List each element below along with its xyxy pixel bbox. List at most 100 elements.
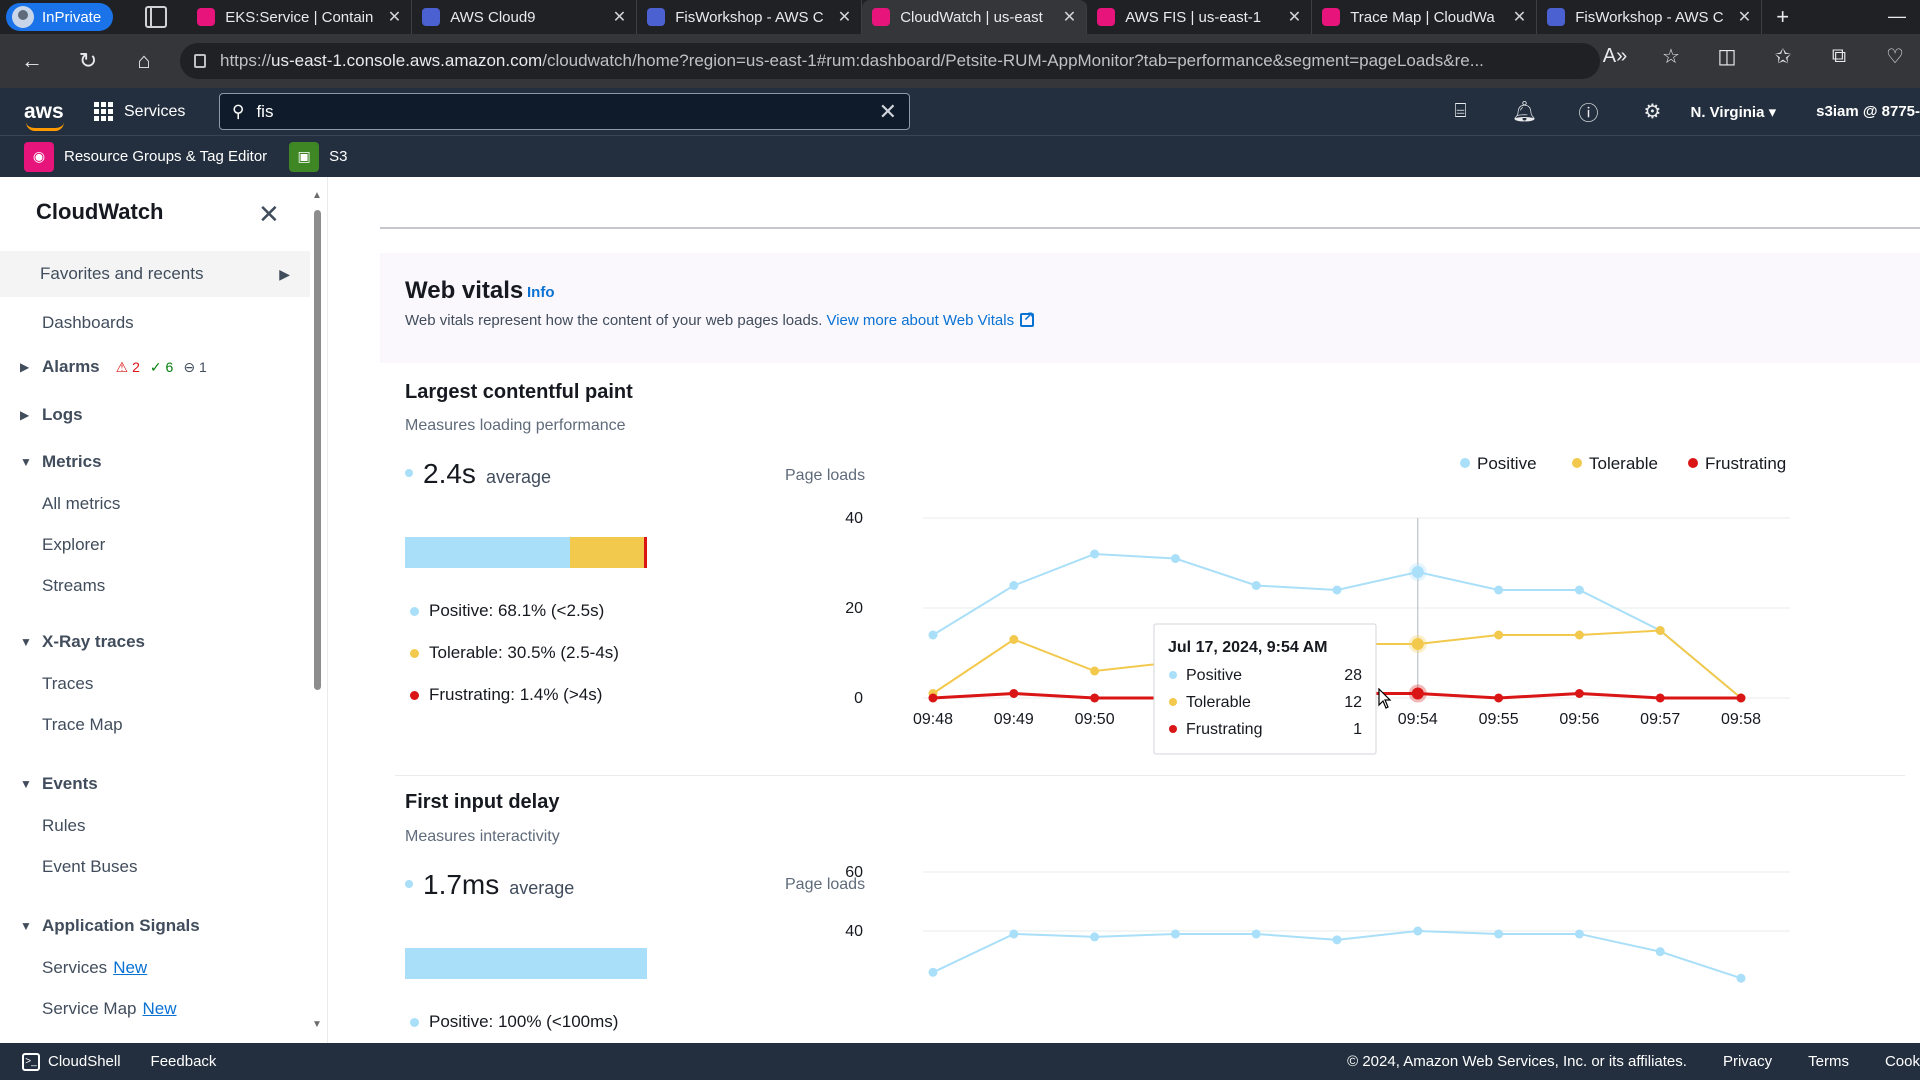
back-icon[interactable]: ← [21,48,43,73]
nav-alarms[interactable]: ▶ Alarms ⚠ 2 ✓ 6 ⊖ 1 [20,357,207,377]
settings-gear-icon[interactable]: ⚙ [1643,101,1662,123]
favorite-star-icon[interactable]: ☆ [1662,45,1680,68]
fid-subtitle: Measures interactivity [405,828,560,845]
scroll-down-icon[interactable]: ▼ [312,1019,322,1030]
info-link[interactable]: Info [527,284,555,301]
favorites-and-recents[interactable]: Favorites and recents ▶ [0,251,310,297]
lcp-distribution-bar [405,537,647,568]
scrollbar-thumb[interactable] [314,210,321,690]
cloud9-favicon-icon [1547,8,1566,26]
nav-rules[interactable]: Rules [42,816,86,835]
nav-logs-label: Logs [42,405,83,424]
distribution-segment-0 [405,537,570,568]
services-label: Services [124,102,186,120]
lock-icon[interactable] [194,54,206,68]
close-tab-icon[interactable]: ✕ [1287,9,1302,26]
notifications-bell-icon[interactable]: 🔔︎ [1511,101,1538,123]
close-tab-icon[interactable]: ✕ [612,9,627,26]
fid-average-label: average [509,878,575,898]
nav-logs[interactable]: ▶ Logs [20,405,83,425]
feedback-link[interactable]: Feedback [150,1053,217,1070]
data-point-positive [1655,947,1665,957]
services-menu-button[interactable]: Services [94,101,186,122]
fid-title: First input delay [405,791,560,813]
data-point-positive [1009,929,1019,939]
address-bar[interactable]: https://us-east-1.console.aws.amazon.com… [180,43,1600,79]
terms-link[interactable]: Terms [1808,1053,1849,1070]
nav-all-metrics[interactable]: All metrics [42,494,121,513]
side-nav-scrollbar[interactable]: ▲ ▼ [312,190,322,1030]
cookie-preferences-link[interactable]: Cook [1884,1053,1920,1070]
browser-tab[interactable]: FisWorkshop - AWS C ✕ [1537,0,1763,34]
nav-metrics[interactable]: ▼ Metrics [20,452,102,472]
close-tab-icon[interactable]: ✕ [837,9,852,26]
minimize-window-icon[interactable]: — [1888,6,1906,26]
scroll-up-icon[interactable]: ▲ [312,190,322,201]
split-screen-icon[interactable]: ◫ [1717,45,1737,68]
privacy-link[interactable]: Privacy [1722,1053,1773,1070]
favorite-resource-groups[interactable]: ◉ Resource Groups & Tag Editor [24,141,267,172]
reload-icon[interactable]: ↻ [78,48,98,73]
read-aloud-icon[interactable]: A» [1602,44,1628,67]
tab-title: CloudWatch | us-east [900,8,1043,26]
browser-tab[interactable]: FisWorkshop - AWS C ✕ [637,0,863,34]
new-badge[interactable]: New [142,999,177,1018]
inprivate-badge[interactable]: InPrivate [6,3,114,31]
close-tab-icon[interactable]: ✕ [1737,9,1752,26]
home-icon[interactable]: ⌂ [137,48,151,73]
nav-services[interactable]: Services New [42,958,147,978]
nav-traces[interactable]: Traces [42,674,94,693]
nav-service-map[interactable]: Service Map New [42,999,177,1019]
collections-icon[interactable]: ⧉ [1831,44,1847,67]
data-point-positive [1494,585,1504,595]
aws-logo[interactable]: aws [24,100,68,131]
lcp-tolerable-label: Tolerable: 30.5% (2.5-4s) [429,643,619,662]
nav-explorer[interactable]: Explorer [42,535,106,554]
close-tab-icon[interactable]: ✕ [387,9,402,26]
data-point-tolerable [1009,635,1019,644]
cloudshell-button[interactable]: >_ CloudShell [22,1052,121,1071]
legend-dot-positive [1460,458,1470,468]
account-menu[interactable]: s3iam @ 8775- [1816,103,1920,120]
browser-tab[interactable]: AWS FIS | us-east-1 ✕ [1087,0,1313,34]
nav-events[interactable]: ▼ Events [20,774,98,794]
nav-application-signals-label: Application Signals [42,916,200,935]
console-search-input[interactable]: ⚲ fis ✕ [219,93,910,130]
tab-list: EKS:Service | Contain ✕ AWS Cloud9 ✕ FisWork… [187,0,1763,34]
web-vitals-learn-more-link[interactable]: View more about Web Vitals [826,309,1035,329]
positive-dot [410,606,419,616]
y-tick-label: 20 [845,600,863,617]
favorites-icon[interactable]: ✩ [1774,45,1792,68]
close-tab-icon[interactable]: ✕ [1062,9,1077,26]
extensions-icon[interactable]: ♡ [1886,45,1904,68]
new-tab-button[interactable]: + [1776,4,1790,29]
nav-streams[interactable]: Streams [42,576,106,595]
nav-service-map-label: Service Map [42,999,137,1018]
data-point-frustrating [1736,693,1746,703]
region-selector[interactable]: N. Virginia ▾ [1691,103,1777,121]
lcp-title: Largest contentful paint [405,381,633,403]
data-point-frustrating [1655,693,1665,703]
browser-tab[interactable]: Trace Map | CloudWa ✕ [1312,0,1538,34]
cloudshell-icon[interactable]: ⌸ [1454,100,1467,122]
browser-tab[interactable]: AWS Cloud9 ✕ [412,0,638,34]
favorite-s3[interactable]: ▣ S3 [289,141,348,172]
browser-tab[interactable]: EKS:Service | Contain ✕ [187,0,413,34]
tab-actions-icon[interactable] [145,6,168,28]
nav-trace-map[interactable]: Trace Map [42,715,123,734]
nav-application-signals[interactable]: ▼ Application Signals [20,916,200,936]
collapse-caret-icon: ▼ [20,635,32,649]
close-nav-icon[interactable]: ✕ [258,199,280,229]
clear-search-icon[interactable]: ✕ [878,98,897,124]
nav-xray[interactable]: ▼ X-Ray traces [20,632,145,652]
browser-tab[interactable]: CloudWatch | us-east ✕ [862,0,1088,34]
nav-event-buses[interactable]: Event Buses [42,857,138,876]
help-icon[interactable]: ⓘ [1578,103,1599,125]
nav-dashboards[interactable]: Dashboards [42,313,134,332]
data-point-tolerable [1494,630,1504,640]
close-tab-icon[interactable]: ✕ [1512,9,1527,26]
web-vitals-description-text: Web vitals represent how the content of … [405,312,823,329]
tooltip-dot [1169,698,1177,706]
y-axis-label: Page loads [785,467,865,484]
new-badge[interactable]: New [113,958,148,977]
